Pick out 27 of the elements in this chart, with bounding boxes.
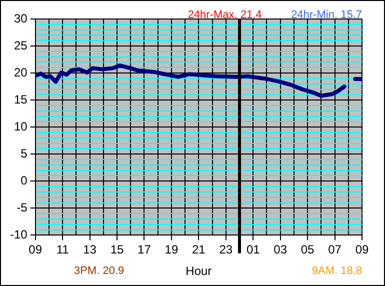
text: 9AM. 18.8 (312, 265, 362, 278)
x-tick-label: 05 (300, 242, 315, 257)
x-tick-label: 09 (28, 242, 42, 257)
text: 3PM. 20.9 (74, 265, 124, 278)
annotation: 24hr-Max. 21.4 (188, 9, 262, 22)
x-tick-label: 01 (246, 242, 260, 257)
y-tick-label: 20 (14, 65, 28, 80)
x-tick-label: 17 (138, 242, 152, 257)
y-tick-label: 10 (14, 119, 28, 134)
x-axis-title: Hour (186, 264, 212, 278)
y-tick-label: -10 (10, 228, 28, 242)
x-tick-label: 11 (56, 242, 70, 257)
x-tick-label: 03 (274, 242, 288, 257)
y-tick-label: 15 (14, 92, 28, 106)
x-tick-label: 21 (192, 242, 206, 257)
x-tick-label: 19 (164, 242, 178, 257)
x-tick-label: 15 (110, 242, 124, 257)
x-tick-label: 09 (355, 242, 369, 257)
x-tick-label: 23 (219, 242, 233, 257)
x-tick-label: 07 (328, 242, 342, 257)
x-tick-label: 13 (83, 242, 97, 257)
y-tick-label: 25 (14, 38, 28, 52)
y-tick-label: 30 (14, 11, 28, 26)
y-tick-label: -5 (16, 200, 28, 214)
annotation: 24hr-Min. 15.7 (291, 9, 362, 22)
y-tick-label: 0 (20, 173, 28, 188)
y-tick-label: 5 (20, 146, 28, 160)
